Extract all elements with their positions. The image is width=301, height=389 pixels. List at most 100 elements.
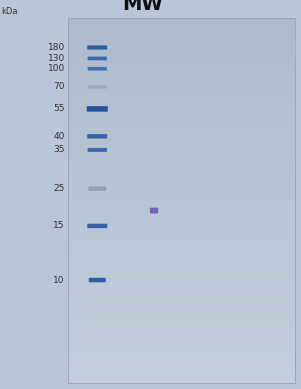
FancyBboxPatch shape — [150, 208, 158, 214]
Bar — [68, 100, 295, 104]
FancyBboxPatch shape — [88, 56, 107, 60]
Bar — [68, 177, 295, 182]
Bar — [68, 72, 295, 77]
Bar — [68, 242, 295, 246]
Bar — [68, 351, 295, 356]
Text: MW: MW — [122, 0, 163, 14]
Bar — [68, 31, 295, 36]
FancyBboxPatch shape — [87, 134, 107, 138]
Bar — [68, 95, 295, 100]
Text: 35: 35 — [53, 145, 65, 154]
Text: kDa: kDa — [2, 7, 18, 16]
Bar — [68, 315, 295, 319]
Bar — [68, 63, 295, 68]
Bar — [68, 132, 295, 137]
Bar — [68, 36, 295, 40]
FancyBboxPatch shape — [88, 186, 106, 191]
FancyBboxPatch shape — [89, 278, 106, 282]
Bar — [68, 168, 295, 173]
Bar — [68, 228, 295, 232]
Bar — [68, 278, 295, 282]
Bar — [68, 255, 295, 260]
Bar — [68, 210, 295, 214]
Bar — [68, 333, 295, 337]
Bar — [68, 282, 295, 287]
Bar — [68, 273, 295, 278]
Bar — [68, 251, 295, 255]
Text: 40: 40 — [53, 132, 65, 141]
Bar — [68, 374, 295, 378]
Bar — [68, 260, 295, 265]
Bar — [68, 305, 295, 310]
Bar — [68, 370, 295, 374]
Bar — [68, 40, 295, 45]
Bar — [68, 45, 295, 49]
Bar — [68, 123, 295, 127]
Bar — [68, 49, 295, 54]
Bar — [68, 205, 295, 210]
Bar — [68, 145, 295, 150]
Bar — [68, 77, 295, 82]
Bar — [68, 347, 295, 351]
Bar — [68, 219, 295, 223]
Bar — [68, 127, 295, 132]
Bar — [68, 356, 295, 360]
Bar — [68, 159, 295, 164]
Bar — [68, 296, 295, 301]
FancyBboxPatch shape — [88, 67, 107, 70]
Text: 70: 70 — [53, 82, 65, 91]
Bar — [68, 246, 295, 251]
Text: 25: 25 — [53, 184, 65, 193]
Text: 180: 180 — [48, 43, 65, 52]
Bar — [68, 104, 295, 109]
Bar — [68, 18, 295, 383]
FancyBboxPatch shape — [88, 148, 107, 152]
Bar — [68, 287, 295, 292]
Bar — [68, 319, 295, 324]
Bar — [68, 269, 295, 273]
Text: 10: 10 — [53, 275, 65, 284]
Bar — [68, 292, 295, 296]
Bar — [68, 27, 295, 31]
Bar — [68, 328, 295, 333]
Bar — [68, 214, 295, 219]
Bar — [68, 232, 295, 237]
Bar — [68, 310, 295, 315]
Bar — [68, 118, 295, 123]
Bar — [68, 68, 295, 72]
Bar — [68, 360, 295, 365]
Text: 100: 100 — [48, 64, 65, 73]
Bar — [68, 191, 295, 196]
Bar — [68, 342, 295, 347]
FancyBboxPatch shape — [87, 224, 107, 228]
Bar — [68, 150, 295, 155]
Bar — [68, 265, 295, 269]
Bar — [68, 337, 295, 342]
Bar — [68, 141, 295, 145]
Bar — [68, 82, 295, 86]
Bar — [68, 109, 295, 114]
Bar — [68, 301, 295, 305]
Bar — [68, 59, 295, 63]
Bar — [68, 200, 295, 205]
Bar — [68, 324, 295, 328]
FancyBboxPatch shape — [87, 106, 108, 112]
Bar — [68, 237, 295, 242]
Bar — [68, 365, 295, 370]
FancyBboxPatch shape — [88, 85, 107, 89]
Text: 55: 55 — [53, 104, 65, 114]
Bar — [68, 114, 295, 118]
Bar — [68, 54, 295, 59]
Bar — [68, 196, 295, 200]
Text: 130: 130 — [48, 54, 65, 63]
Bar — [68, 137, 295, 141]
Bar — [68, 187, 295, 191]
Bar — [68, 182, 295, 187]
Bar — [68, 22, 295, 27]
Bar — [68, 155, 295, 159]
Bar — [68, 18, 295, 22]
Text: 15: 15 — [53, 221, 65, 230]
Bar — [68, 173, 295, 177]
Bar — [68, 164, 295, 168]
Bar — [68, 91, 295, 95]
